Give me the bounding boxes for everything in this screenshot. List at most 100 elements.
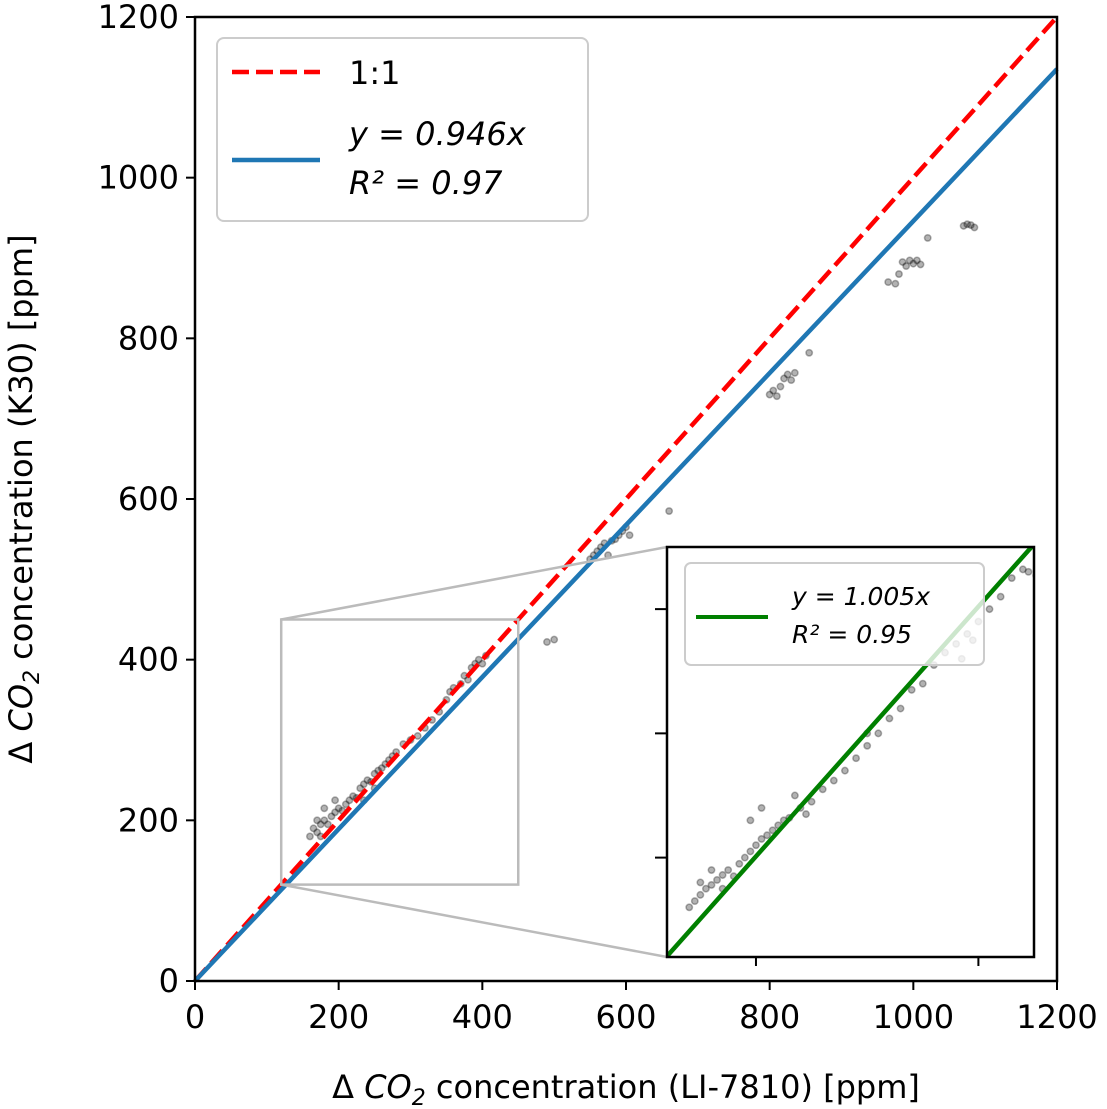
inset-data-point (696, 878, 705, 887)
y-tick-label: 600 (118, 480, 179, 518)
data-point (305, 832, 314, 841)
inset-legend: y = 1.005x R² = 0.95 (684, 562, 985, 666)
data-point (790, 368, 799, 377)
inset-data-point (802, 810, 810, 819)
data-point (359, 780, 368, 789)
inset-plot: y = 1.005x R² = 0.95 (655, 545, 1036, 966)
inset-data-point (885, 714, 894, 723)
x-tick-label: 1000 (873, 998, 954, 1036)
data-point (787, 376, 796, 385)
inset-data-point (713, 876, 721, 884)
legend-box (216, 37, 589, 222)
data-point (478, 659, 487, 668)
inset-data-point (840, 766, 849, 775)
data-point (898, 258, 907, 266)
data-point (769, 386, 778, 395)
legend-label-fit-r2: R² = 0.97 (349, 164, 503, 202)
inset-frame (665, 545, 1036, 959)
data-point (902, 262, 911, 270)
legend-label-1to1: 1:1 (349, 54, 401, 92)
x-tick-label: 600 (595, 998, 656, 1036)
data-point (909, 259, 918, 268)
inset-data-point (985, 605, 994, 614)
data-point (765, 390, 774, 399)
inset-data-point (746, 847, 755, 856)
data-point (895, 270, 903, 279)
data-point (345, 796, 354, 805)
data-point (912, 256, 921, 265)
inset-data-point (757, 835, 766, 843)
legend: 1:1 y = 0.946x R² = 0.97 (216, 37, 589, 222)
legend-label-fit-eq: y = 0.946x (348, 115, 527, 153)
data-point (363, 776, 372, 785)
inset-data-point (1018, 565, 1027, 574)
inset-data-point (735, 859, 744, 868)
inset-data-point (724, 866, 733, 874)
inset-data-point (790, 791, 799, 800)
inset-data-point (896, 704, 905, 713)
data-point (331, 796, 340, 805)
data-point (323, 820, 332, 829)
inset-data-point (690, 897, 699, 906)
inset-data-point (752, 841, 760, 850)
fit-line (193, 67, 1059, 983)
y-axis-label: Δ CO2 concentration (K30) [ppm] (2, 234, 45, 763)
inset-data-point (852, 754, 861, 763)
zoom-connector-bottom (280, 883, 668, 959)
data-point (550, 635, 559, 644)
inset-data-point (1024, 567, 1033, 576)
data-point (780, 374, 788, 383)
inset-data-point (701, 884, 710, 893)
inset-data-point (685, 903, 694, 912)
data-point (356, 784, 365, 793)
x-axis-ticks: 0 200 400 600 800 1000 1200 (185, 981, 1098, 1036)
inset-data-point (707, 880, 716, 889)
data-point (320, 816, 329, 825)
zoom-connector-top (280, 545, 668, 621)
inset-data-point (696, 890, 705, 899)
inset-legend-label-2: R² = 0.95 (792, 620, 912, 649)
y-tick-label: 1200 (98, 0, 179, 36)
data-point (959, 221, 968, 230)
inset-data-point (763, 831, 772, 840)
data-point (316, 820, 325, 829)
data-point (923, 233, 932, 242)
data-point (963, 220, 972, 229)
x-tick-label: 0 (185, 998, 205, 1036)
inset-data-point (807, 797, 816, 806)
data-point (625, 531, 634, 540)
data-point (776, 382, 785, 391)
inset-data-point (746, 816, 755, 825)
inset-data-point (1007, 574, 1016, 583)
inset-data-point (874, 729, 883, 738)
data-point (772, 392, 781, 401)
data-point (334, 804, 343, 813)
y-tick-label: 200 (118, 801, 179, 839)
inset-ticks (655, 608, 980, 966)
data-point (331, 808, 340, 817)
zoom-indicator (279, 545, 668, 959)
data-point (970, 223, 979, 232)
data-point (313, 828, 322, 837)
data-point (884, 278, 893, 287)
inset-legend-label-1: y = 1.005x (791, 582, 930, 611)
x-axis-label: Δ CO2 concentration (LI-7810) [ppm] (332, 1068, 920, 1109)
data-point (783, 370, 792, 379)
inset-data-point (740, 853, 749, 862)
data-point (665, 507, 674, 515)
data-point (474, 655, 483, 664)
inset-data-point (707, 866, 716, 874)
inset-data-point (907, 685, 916, 694)
y-tick-label: 0 (159, 962, 179, 1000)
data-point (805, 348, 814, 357)
x-tick-label: 1200 (1016, 998, 1097, 1036)
inset-data-point (768, 826, 777, 835)
data-point (905, 256, 914, 265)
y-tick-label: 400 (118, 641, 179, 679)
zoom-box (279, 618, 520, 886)
data-point (327, 812, 336, 821)
data-point (320, 804, 329, 813)
data-point (349, 792, 357, 801)
inset-data-point (818, 785, 827, 794)
inset-data-point (829, 776, 838, 785)
